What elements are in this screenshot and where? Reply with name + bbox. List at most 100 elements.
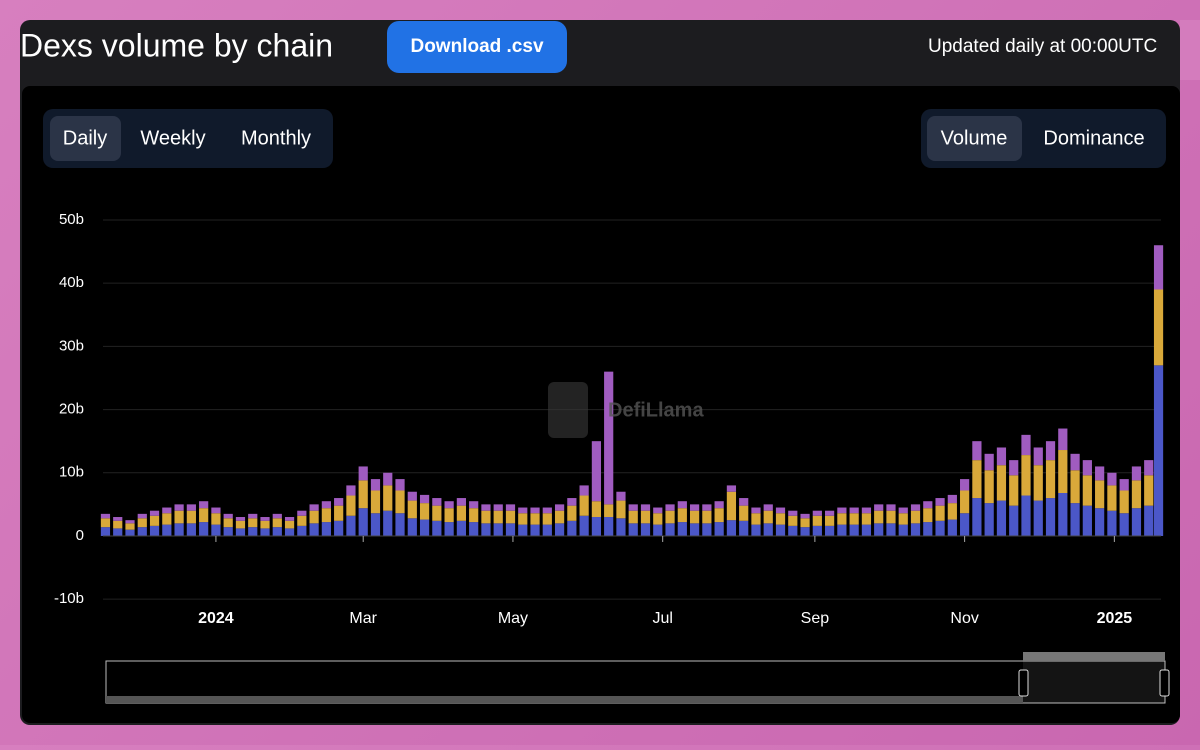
bar-segment — [542, 524, 552, 536]
bar-segment — [383, 485, 393, 511]
bar-segment — [739, 498, 749, 506]
bar-segment — [199, 522, 209, 536]
bar-segment — [984, 503, 994, 536]
bar-segment — [272, 527, 282, 536]
bar-segment — [235, 520, 246, 529]
bar-segment — [1131, 466, 1142, 481]
bar-segment — [800, 527, 810, 536]
bar-segment — [100, 527, 111, 536]
bar-segment — [640, 510, 651, 524]
bar-segment — [432, 505, 442, 521]
bar-segment — [726, 491, 737, 521]
active-tab — [50, 116, 121, 161]
bar-segment — [874, 504, 884, 511]
tab[interactable]: Daily — [63, 127, 107, 149]
bar-segment — [321, 508, 331, 523]
bar-segment — [825, 515, 835, 526]
bar-segment — [1131, 480, 1142, 509]
navigator-grip[interactable] — [1023, 652, 1165, 661]
bar-segment — [1144, 475, 1154, 506]
bar-segment — [456, 505, 466, 521]
bar-segment — [910, 523, 921, 536]
bar-segment — [616, 491, 626, 501]
bar-segment — [1144, 460, 1154, 476]
bar-segment — [358, 480, 368, 509]
bar-segment — [1082, 505, 1092, 536]
x-tick-label: 2024 — [198, 610, 234, 627]
bar-segment — [469, 508, 479, 523]
bar-segment — [1095, 480, 1105, 509]
download-label[interactable]: Download .csv — [410, 36, 543, 57]
tab[interactable]: Monthly — [241, 127, 311, 149]
x-tick-label: May — [498, 610, 528, 627]
bar-segment — [935, 505, 945, 521]
bar-segment — [149, 515, 160, 526]
x-tick-label: Sep — [801, 610, 830, 627]
tab[interactable]: Dominance — [1043, 127, 1144, 149]
bar-segment — [1045, 441, 1056, 461]
bar-segment — [309, 510, 319, 524]
bar-segment — [837, 524, 847, 536]
bar-segment — [518, 513, 528, 525]
bar-segment — [714, 522, 724, 536]
navigator-handle[interactable] — [1018, 669, 1029, 697]
bar-segment — [518, 507, 528, 514]
bar-segment — [456, 498, 466, 506]
bar-segment — [665, 510, 675, 524]
bar-segment — [702, 504, 712, 511]
bar-segment — [567, 505, 577, 521]
bar-segment — [358, 466, 368, 481]
bar-segment — [149, 510, 160, 516]
bar-segment — [309, 504, 319, 511]
bar-segment — [886, 523, 896, 536]
chart-panel — [22, 86, 1180, 723]
bar-segment — [223, 513, 233, 519]
bar-segment — [346, 485, 356, 496]
bar-segment — [493, 523, 503, 536]
bar-segment — [1070, 453, 1080, 471]
bar-segment — [137, 513, 147, 519]
bar-segment — [149, 525, 160, 536]
bar-segment — [370, 479, 381, 491]
navigator-window[interactable] — [1023, 661, 1165, 703]
bar-segment — [1070, 503, 1080, 536]
bar-segment — [849, 513, 859, 525]
watermark: DefiLlama — [608, 399, 704, 421]
bar-segment — [542, 513, 552, 525]
bar-segment — [272, 513, 282, 519]
bar-segment — [910, 510, 921, 524]
bar-segment — [444, 508, 454, 523]
tab[interactable]: Volume — [941, 127, 1008, 149]
bar-segment — [100, 518, 111, 528]
bar-segment — [653, 507, 663, 514]
bar-segment — [788, 510, 798, 516]
bar-segment — [174, 504, 184, 511]
bar-segment — [861, 513, 872, 525]
bar-segment — [456, 520, 466, 536]
bar-segment — [1021, 434, 1031, 456]
bar-segment — [554, 523, 565, 536]
navigator-handle[interactable] — [1159, 669, 1170, 697]
bar-segment — [714, 501, 724, 509]
bar-segment — [579, 495, 589, 516]
bar-segment — [689, 523, 700, 536]
tab[interactable]: Weekly — [140, 127, 205, 149]
bar-segment — [125, 529, 135, 536]
bar-segment — [1058, 492, 1068, 536]
bar-segment — [714, 508, 724, 523]
bar-segment — [947, 503, 957, 520]
bar-segment — [248, 527, 258, 536]
bar-segment — [469, 501, 479, 509]
bar-segment — [1033, 500, 1043, 536]
bar-segment — [800, 513, 810, 519]
bar-segment — [358, 508, 368, 536]
bar-segment — [346, 515, 356, 536]
bar-segment — [886, 510, 896, 524]
download-button[interactable] — [387, 21, 567, 73]
bar-segment — [689, 504, 700, 511]
bar-segment — [604, 517, 614, 536]
bar-segment — [297, 510, 307, 516]
bar-segment — [579, 485, 589, 496]
